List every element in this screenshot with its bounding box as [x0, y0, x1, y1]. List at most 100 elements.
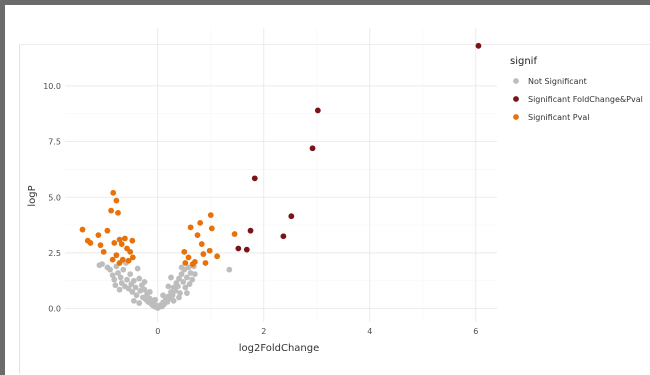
- point-not-significant: [141, 286, 148, 293]
- point-significant-foldchange-pval: [247, 227, 254, 234]
- point-not-significant: [112, 282, 119, 289]
- x-tick-label: 0: [155, 327, 160, 336]
- point-significant-pval: [127, 248, 134, 255]
- point-significant-foldchange-pval: [309, 145, 316, 152]
- point-not-significant: [133, 292, 140, 299]
- gridlines: [65, 28, 497, 322]
- point-significant-foldchange-pval: [280, 233, 287, 240]
- point-not-significant: [141, 279, 148, 285]
- legend-title: signif: [510, 56, 537, 67]
- point-not-significant: [180, 279, 187, 285]
- point-not-significant: [168, 274, 174, 281]
- point-significant-foldchange-pval: [288, 213, 295, 220]
- point-not-significant: [131, 277, 137, 284]
- point-significant-pval: [200, 251, 207, 257]
- point-not-significant: [152, 296, 159, 303]
- point-not-significant: [176, 294, 182, 301]
- point-significant-pval: [208, 225, 215, 232]
- legend: signif Not Significant Significant FoldCh…: [510, 56, 643, 122]
- point-not-significant: [111, 276, 118, 283]
- point-significant-pval: [129, 254, 136, 261]
- legend-key-0: [513, 78, 519, 84]
- point-significant-pval: [104, 227, 111, 234]
- point-not-significant: [115, 270, 121, 276]
- y-tick-label: 7.5: [48, 138, 61, 147]
- point-significant-pval: [79, 226, 86, 233]
- point-significant-pval: [214, 253, 221, 260]
- point-not-significant: [184, 274, 190, 281]
- point-not-significant: [165, 283, 172, 290]
- point-not-significant: [132, 284, 139, 291]
- point-significant-pval: [121, 235, 128, 242]
- point-significant-pval: [181, 248, 188, 255]
- point-not-significant: [125, 285, 132, 292]
- point-not-significant: [185, 264, 192, 271]
- legend-key-2: [513, 114, 519, 120]
- point-not-significant: [116, 286, 123, 293]
- point-not-significant: [178, 264, 185, 271]
- point-not-significant: [184, 290, 190, 296]
- y-tick-labels: 0.0 2.5 5.0 7.5 10.0: [43, 82, 61, 314]
- point-significant-pval: [182, 260, 189, 266]
- legend-label-2: Significant Pval: [528, 113, 589, 122]
- point-not-significant: [117, 274, 124, 281]
- point-significant-pval: [206, 247, 213, 254]
- point-not-significant: [178, 271, 185, 278]
- point-significant-pval: [194, 232, 201, 239]
- point-significant-pval: [191, 258, 198, 265]
- panel-top-rule: [19, 44, 650, 45]
- point-not-significant: [109, 272, 116, 279]
- panel-rule: [19, 44, 20, 374]
- point-significant-foldchange-pval: [251, 175, 258, 182]
- point-not-significant: [134, 265, 141, 272]
- point-not-significant: [175, 283, 181, 290]
- point-not-significant: [226, 266, 233, 273]
- point-not-significant: [160, 292, 166, 299]
- point-significant-pval: [202, 260, 209, 266]
- point-significant-pval: [129, 237, 136, 244]
- point-significant-pval: [116, 236, 123, 243]
- point-significant-pval: [113, 252, 120, 259]
- point-significant-pval: [118, 241, 125, 247]
- point-significant-pval: [198, 241, 205, 247]
- point-not-significant: [136, 300, 143, 306]
- point-not-significant: [170, 297, 177, 304]
- point-significant-pval: [125, 257, 132, 264]
- x-axis-title: log2FoldChange: [239, 343, 320, 354]
- point-not-significant: [146, 289, 153, 295]
- y-tick-label: 0.0: [48, 305, 61, 314]
- point-not-significant: [136, 275, 143, 282]
- point-significant-pval: [113, 197, 120, 204]
- y-tick-label: 2.5: [48, 249, 61, 258]
- point-not-significant: [176, 275, 182, 282]
- y-axis-title: logP: [27, 185, 38, 206]
- point-significant-foldchange-pval: [243, 246, 250, 253]
- point-significant-pval: [111, 240, 118, 246]
- point-significant-pval: [97, 242, 104, 249]
- point-not-significant: [191, 271, 198, 278]
- point-significant-pval: [108, 207, 115, 214]
- legend-label-1: Significant FoldChange&Pval: [528, 95, 643, 104]
- point-not-significant: [131, 297, 137, 304]
- point-significant-foldchange-pval: [475, 42, 482, 49]
- point-significant-pval: [109, 256, 116, 263]
- point-significant-pval: [100, 248, 107, 255]
- point-not-significant: [127, 271, 134, 278]
- point-significant-pval: [115, 209, 121, 216]
- x-tick-labels: 0 2 4 6: [155, 327, 478, 336]
- y-tick-label: 10.0: [43, 82, 61, 91]
- x-tick-label: 2: [261, 327, 266, 336]
- data-points: [79, 42, 482, 311]
- point-significant-pval: [231, 231, 238, 237]
- point-not-significant: [96, 262, 103, 269]
- point-significant-foldchange-pval: [235, 245, 242, 252]
- point-not-significant: [172, 287, 179, 294]
- y-tick-label: 5.0: [48, 193, 61, 202]
- point-not-significant: [177, 290, 183, 296]
- point-significant-pval: [87, 240, 94, 246]
- point-not-significant: [182, 284, 189, 291]
- point-not-significant: [169, 292, 176, 299]
- point-not-significant: [124, 276, 130, 283]
